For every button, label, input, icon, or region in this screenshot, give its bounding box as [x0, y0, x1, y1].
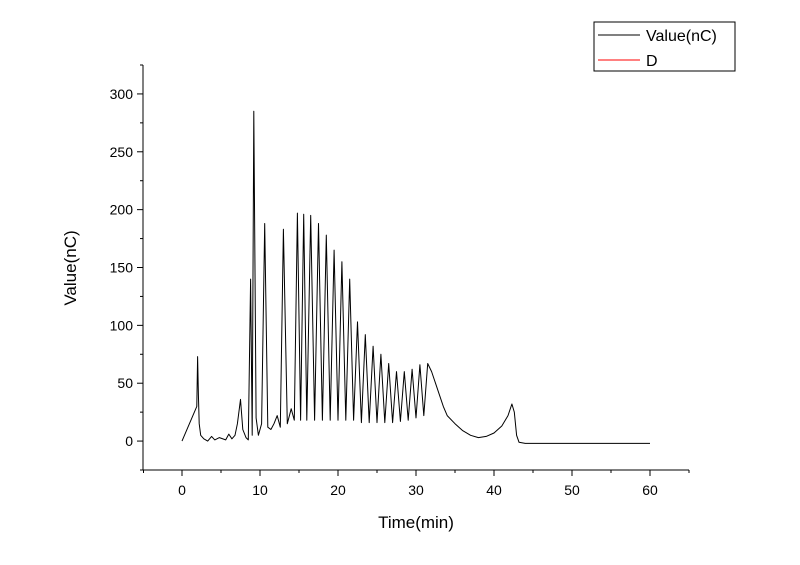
y-tick-label: 50 [117, 375, 133, 391]
x-tick-label: 30 [408, 482, 424, 498]
x-tick-label: 50 [564, 482, 580, 498]
y-tick-label: 0 [125, 433, 133, 449]
legend-label-d: D [646, 53, 658, 70]
series-layer [181, 110, 650, 444]
x-tick-label: 10 [252, 482, 268, 498]
y-tick-label: 250 [110, 144, 134, 160]
y-tick-label: 100 [110, 317, 134, 333]
x-tick-label: 40 [486, 482, 502, 498]
y-ticks: 0 50 100 150 200 250 300 [110, 64, 143, 471]
legend-label-value: Value(nC) [646, 28, 717, 45]
legend: Value(nC) D [593, 21, 736, 72]
legend-box [593, 21, 736, 72]
y-tick-label: 300 [110, 86, 134, 102]
x-tick-label: 20 [330, 482, 346, 498]
x-tick-label: 60 [642, 482, 658, 498]
y-tick-label: 150 [110, 260, 134, 276]
series-line-0 [181, 110, 650, 444]
x-axis-title: Time(min) [378, 513, 454, 532]
x-ticks: 0 10 20 30 40 50 60 [143, 470, 690, 498]
y-axis-title: Value(nC) [61, 230, 80, 305]
x-tick-label: 0 [178, 482, 186, 498]
y-tick-label: 200 [110, 202, 134, 218]
